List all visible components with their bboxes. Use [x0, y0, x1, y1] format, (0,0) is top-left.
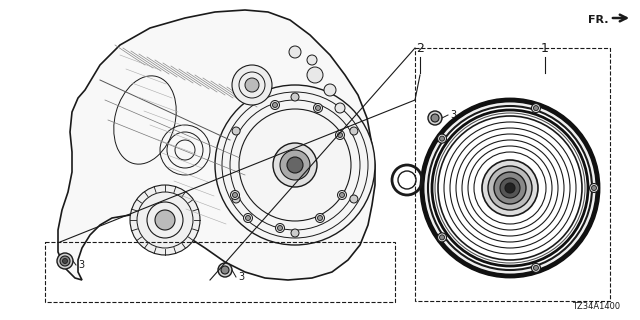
- Circle shape: [534, 106, 538, 111]
- Bar: [45, 242, 395, 302]
- Circle shape: [337, 132, 342, 138]
- Circle shape: [130, 185, 200, 255]
- Circle shape: [316, 106, 321, 110]
- Polygon shape: [58, 10, 375, 280]
- Circle shape: [438, 134, 447, 143]
- Circle shape: [438, 233, 447, 242]
- Text: 3: 3: [78, 260, 84, 270]
- Circle shape: [531, 263, 540, 272]
- Bar: [415, 48, 610, 301]
- Circle shape: [534, 265, 538, 270]
- Circle shape: [280, 150, 310, 180]
- Circle shape: [246, 215, 250, 220]
- Circle shape: [155, 210, 175, 230]
- Text: FR.: FR.: [588, 15, 609, 25]
- Circle shape: [275, 223, 285, 233]
- Circle shape: [505, 183, 515, 193]
- Circle shape: [428, 111, 442, 125]
- Circle shape: [589, 183, 598, 193]
- Circle shape: [291, 229, 299, 237]
- Text: 1: 1: [541, 42, 549, 55]
- Circle shape: [440, 235, 445, 240]
- Circle shape: [422, 100, 598, 276]
- Circle shape: [314, 103, 323, 113]
- Circle shape: [350, 195, 358, 203]
- Text: 3: 3: [450, 110, 456, 120]
- Circle shape: [271, 100, 280, 109]
- Circle shape: [232, 65, 272, 105]
- Circle shape: [273, 143, 317, 187]
- Circle shape: [531, 104, 540, 113]
- Circle shape: [215, 85, 375, 245]
- Circle shape: [482, 160, 538, 216]
- Circle shape: [337, 190, 346, 199]
- Circle shape: [289, 46, 301, 58]
- Circle shape: [335, 131, 344, 140]
- Text: 3: 3: [238, 272, 244, 282]
- Text: TZ34A1400: TZ34A1400: [572, 302, 620, 311]
- Circle shape: [428, 106, 592, 270]
- Circle shape: [494, 172, 526, 204]
- Circle shape: [335, 103, 345, 113]
- Circle shape: [218, 263, 232, 277]
- Circle shape: [63, 259, 67, 263]
- Circle shape: [317, 215, 323, 220]
- Circle shape: [221, 266, 229, 274]
- Circle shape: [350, 127, 358, 135]
- Circle shape: [287, 157, 303, 173]
- Circle shape: [57, 253, 73, 269]
- Circle shape: [232, 195, 240, 203]
- Circle shape: [232, 127, 240, 135]
- Circle shape: [316, 213, 324, 222]
- Circle shape: [230, 190, 239, 199]
- Circle shape: [273, 102, 278, 108]
- Circle shape: [591, 186, 596, 190]
- Circle shape: [440, 136, 445, 141]
- Circle shape: [488, 166, 532, 210]
- Circle shape: [339, 193, 344, 197]
- Circle shape: [60, 256, 70, 266]
- Circle shape: [245, 78, 259, 92]
- Circle shape: [291, 93, 299, 101]
- Circle shape: [232, 193, 237, 197]
- Circle shape: [431, 114, 439, 122]
- Circle shape: [307, 67, 323, 83]
- Circle shape: [500, 178, 520, 198]
- Circle shape: [278, 226, 282, 230]
- Text: 2: 2: [416, 42, 424, 55]
- Circle shape: [243, 213, 253, 222]
- Circle shape: [307, 55, 317, 65]
- Circle shape: [324, 84, 336, 96]
